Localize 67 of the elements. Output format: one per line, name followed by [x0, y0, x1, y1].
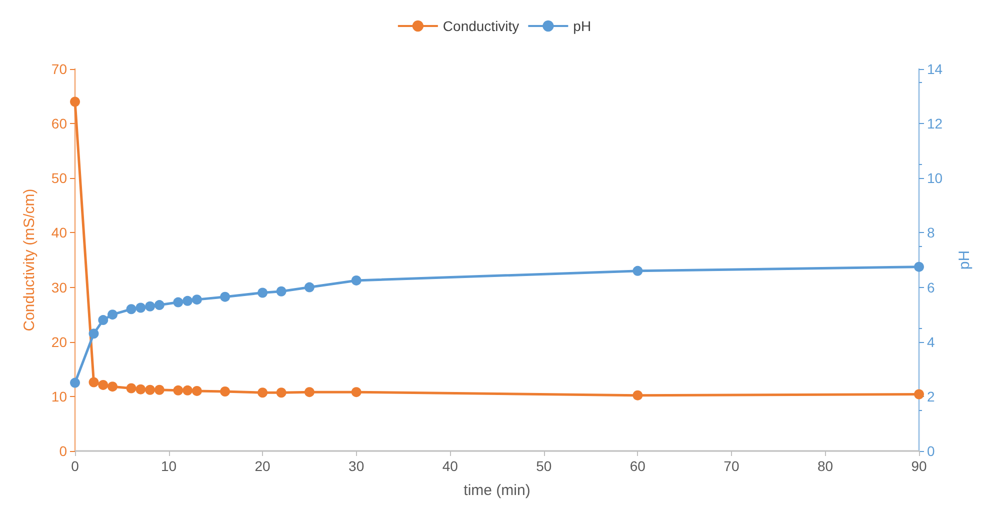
x-tick-label: 70 [724, 458, 740, 474]
point [173, 297, 184, 308]
point [276, 286, 286, 296]
x-tick-label: 90 [911, 458, 927, 474]
point [145, 384, 156, 395]
point [108, 382, 118, 392]
point [914, 389, 924, 400]
y-axis-title: Conductivity (mS/cm) [21, 188, 38, 332]
point [154, 384, 164, 395]
point [70, 96, 80, 107]
x-axis-title: time (min) [464, 482, 530, 499]
y2-tick-label: 10 [927, 170, 943, 186]
y-tick-label: 0 [59, 443, 68, 459]
x-tick-label: 10 [160, 458, 177, 474]
y2-tick-label: 14 [927, 61, 943, 77]
point [351, 387, 362, 398]
y-tick-label: 30 [51, 279, 68, 296]
y-tick-label: 10 [51, 388, 68, 404]
point [98, 380, 108, 390]
x-tick-label: 40 [442, 458, 458, 474]
point [70, 378, 80, 388]
legend-label: Conductivity [442, 18, 520, 34]
point [145, 301, 156, 312]
point [192, 294, 202, 305]
point [220, 386, 230, 397]
point [126, 304, 136, 314]
point [914, 262, 924, 272]
point [632, 266, 643, 276]
point [108, 310, 118, 320]
legend-label: pH [573, 18, 592, 34]
point [88, 328, 99, 339]
point [220, 292, 230, 302]
point [182, 296, 193, 306]
point [136, 384, 146, 394]
point [136, 302, 146, 313]
y2-tick-label: 8 [927, 224, 935, 241]
point [258, 288, 268, 298]
y2-tick-label: 2 [927, 388, 935, 404]
y-tick-label: 60 [51, 116, 68, 132]
y2-tick-label: 12 [927, 116, 943, 132]
point [304, 387, 314, 398]
y2-tick-label: 6 [927, 279, 935, 296]
y2-axis-title: pH [956, 250, 973, 270]
point [192, 386, 202, 396]
point [173, 385, 184, 396]
point [258, 388, 268, 398]
point [304, 282, 314, 292]
point [351, 275, 362, 286]
y-tick-label: 20 [51, 334, 68, 350]
y-tick-label: 70 [51, 61, 68, 77]
point [632, 390, 643, 400]
point [98, 315, 108, 326]
x-tick-label: 0 [71, 458, 80, 474]
point [88, 377, 99, 388]
point [126, 383, 136, 394]
y2-tick-label: 0 [927, 443, 935, 459]
point [182, 385, 193, 396]
x-tick-label: 30 [348, 458, 364, 474]
y-tick-label: 50 [51, 170, 68, 186]
point [276, 388, 286, 398]
x-tick-label: 50 [536, 458, 552, 474]
y-tick-label: 40 [51, 224, 68, 241]
x-tick-label: 80 [817, 458, 834, 474]
y2-tick-label: 4 [927, 334, 935, 350]
point [154, 300, 164, 310]
x-tick-label: 20 [254, 458, 271, 474]
x-tick-label: 60 [630, 458, 646, 474]
